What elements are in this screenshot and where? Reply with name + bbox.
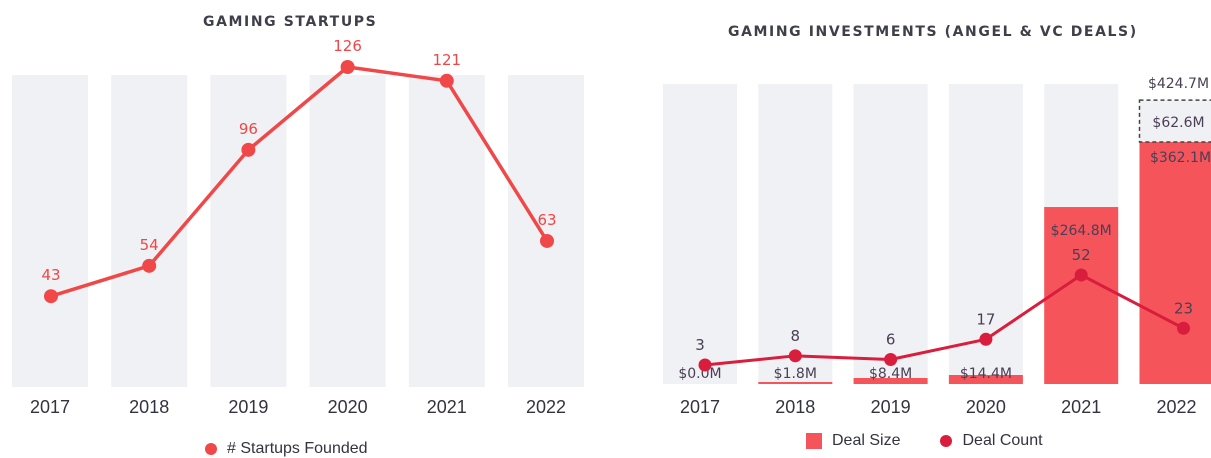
chart-2-bar-2018 — [758, 382, 832, 384]
legend-label-deal-count: Deal Count — [962, 432, 1042, 450]
chart-1-legend: # Startups Founded — [205, 440, 368, 458]
chart-1-point-2019 — [241, 143, 255, 157]
chart-1-x-tick-2021: 2021 — [427, 397, 467, 417]
chart-2-2022-additional-label: $62.6M — [1152, 115, 1204, 131]
chart-2-x-tick-2018: 2018 — [775, 397, 815, 417]
chart-2-x-tick-2017: 2017 — [680, 397, 720, 417]
chart-1-data-label-2020: 126 — [333, 37, 362, 55]
chart-1-data-label-2019: 96 — [239, 120, 258, 138]
chart-2-bar-label-2019: $8.4M — [869, 366, 912, 382]
chart-2-deal-count-label-2020: 17 — [976, 310, 995, 328]
legend-label-deal-size: Deal Size — [832, 432, 900, 450]
chart-1-point-2021 — [440, 74, 454, 88]
chart-2-legend: Deal Size Deal Count — [806, 432, 1043, 450]
chart-1-background-column-2020 — [310, 75, 386, 387]
chart-1-background-column-2022 — [508, 75, 584, 387]
legend-marker-startups — [205, 443, 217, 455]
chart-1-x-tick-2018: 2018 — [129, 397, 169, 417]
chart-2-x-tick-2022: 2022 — [1156, 397, 1196, 417]
chart-2-bar-label-2018: $1.8M — [774, 366, 817, 382]
chart-1-data-label-2022: 63 — [537, 211, 556, 229]
chart-1-background-column-2017 — [12, 75, 88, 387]
chart-2-deal-count-label-2017: 3 — [695, 336, 705, 354]
chart-1-point-2018 — [142, 259, 156, 273]
chart-2-deal-count-point-2022 — [1177, 322, 1190, 335]
legend-label-startups: # Startups Founded — [227, 440, 368, 458]
chart-1-x-tick-2019: 2019 — [228, 397, 268, 417]
chart-2-x-tick-2020: 2020 — [966, 397, 1006, 417]
chart-1-data-label-2017: 43 — [41, 266, 60, 284]
chart-1-point-2017 — [44, 289, 58, 303]
chart-2-deal-count-label-2022: 23 — [1174, 299, 1193, 317]
chart-2-deal-count-label-2021: 52 — [1072, 246, 1091, 264]
chart-1-x-tick-2017: 2017 — [30, 397, 70, 417]
chart-1-background-column-2018 — [111, 75, 187, 387]
chart-1-data-label-2018: 54 — [140, 236, 159, 254]
legend-marker-deal-size — [806, 433, 822, 449]
chart-2-bar-label-2021: $264.8M — [1051, 223, 1112, 239]
chart-2-bar-label-2022: $362.1M — [1150, 150, 1211, 166]
chart-2-deal-count-point-2020 — [979, 333, 992, 346]
chart-2-bar-2022 — [1140, 142, 1211, 384]
chart-2-deal-count-point-2017 — [699, 359, 712, 372]
chart-2-deal-count-label-2018: 8 — [791, 327, 801, 345]
chart-2-2022-total-label: $424.7M — [1148, 76, 1209, 92]
chart-1-x-tick-2022: 2022 — [526, 397, 566, 417]
chart-2-bar-label-2020: $14.4M — [960, 366, 1012, 382]
chart-2-deal-count-point-2021 — [1075, 269, 1088, 282]
chart-1-data-label-2021: 121 — [432, 51, 461, 69]
chart-2-x-tick-2019: 2019 — [871, 397, 911, 417]
legend-marker-deal-count — [940, 435, 952, 447]
chart-2-deal-count-label-2019: 6 — [886, 330, 896, 348]
chart-1-point-2022 — [540, 234, 554, 248]
chart-2-deal-count-point-2018 — [789, 349, 802, 362]
chart-1-x-tick-2020: 2020 — [328, 397, 368, 417]
chart-2-x-tick-2021: 2021 — [1061, 397, 1101, 417]
chart-2-deal-count-point-2019 — [884, 353, 897, 366]
chart-1-point-2020 — [341, 60, 355, 74]
